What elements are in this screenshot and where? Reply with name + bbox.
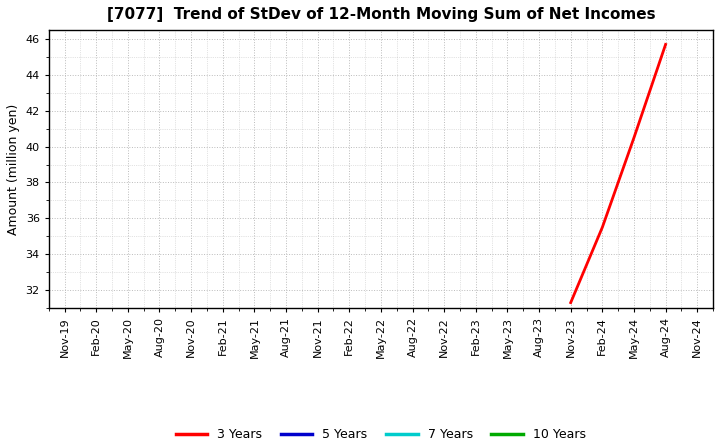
Title: [7077]  Trend of StDev of 12-Month Moving Sum of Net Incomes: [7077] Trend of StDev of 12-Month Moving… (107, 7, 655, 22)
Legend: 3 Years, 5 Years, 7 Years, 10 Years: 3 Years, 5 Years, 7 Years, 10 Years (171, 423, 590, 440)
Y-axis label: Amount (million yen): Amount (million yen) (7, 103, 20, 235)
